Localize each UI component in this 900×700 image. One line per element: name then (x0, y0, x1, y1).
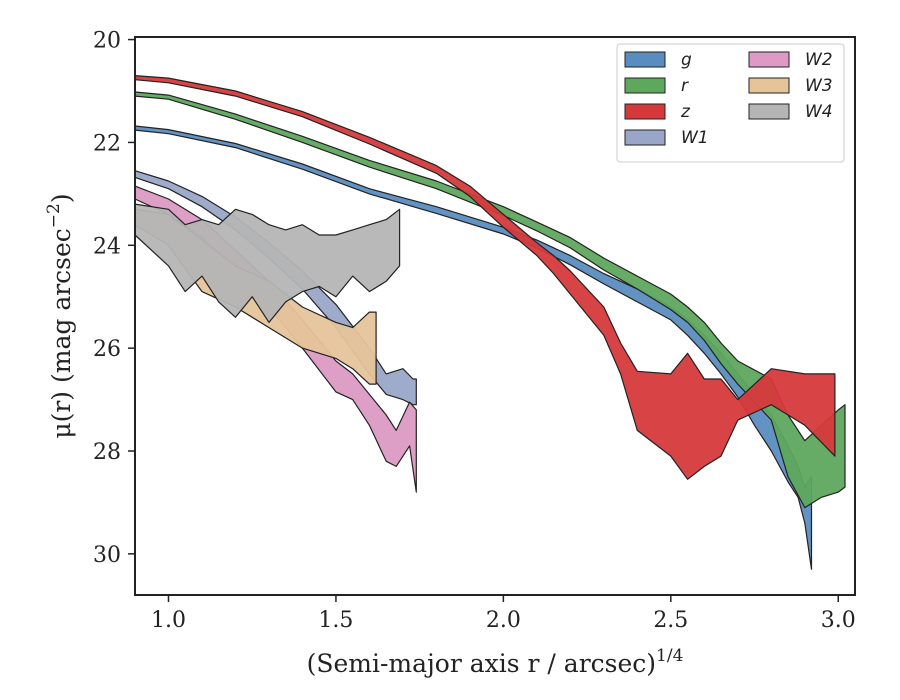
y-tick-label: 20 (93, 29, 121, 54)
legend-label-w1: W1 (681, 128, 709, 148)
series-band-z (134, 74, 836, 480)
y-tick-label: 26 (93, 337, 121, 362)
legend-label-r: r (681, 76, 689, 96)
y-tick-label: 24 (93, 234, 121, 259)
legend-label-w3: W3 (805, 76, 833, 96)
series-band-w4 (134, 203, 401, 323)
legend-swatch-w4 (748, 103, 790, 120)
y-tick-label: 30 (93, 543, 121, 568)
legend-label-w4: W4 (805, 102, 833, 122)
y-tick-label: 22 (93, 131, 121, 156)
legend-label-g: g (681, 50, 692, 70)
legend-swatch-w3 (748, 77, 790, 94)
y-tick-label: 28 (93, 440, 121, 465)
x-tick-label: 2.0 (486, 608, 521, 633)
x-axis-label: (Semi-major axis r / arcsec)1/4 (307, 646, 684, 678)
legend-swatch-w2 (748, 51, 790, 68)
y-axis-label: μ(r) (mag arcsec−2) (44, 193, 76, 438)
x-tick-label: 3.0 (821, 608, 856, 633)
axis-ticks: 1.0 1.5 2.0 2.5 3.0 20 22 24 26 28 30 (93, 29, 856, 633)
legend-label-z: z (680, 102, 691, 122)
legend-swatch-r (624, 77, 666, 94)
series-band-r (134, 91, 846, 509)
legend-swatch-z (624, 103, 666, 120)
legend-swatch-g (624, 51, 666, 68)
legend-label-w2: W2 (805, 50, 833, 70)
legend: grz W1 W2 W3 W4 (616, 43, 845, 163)
x-tick-label: 1.0 (151, 608, 186, 633)
x-tick-label: 2.5 (653, 608, 688, 633)
plot-frame (134, 36, 856, 596)
series-layer (134, 74, 846, 570)
legend-swatch-w1 (624, 129, 666, 146)
legend-frame (616, 43, 845, 163)
x-tick-label: 1.5 (318, 608, 353, 633)
series-band-g (134, 125, 813, 570)
